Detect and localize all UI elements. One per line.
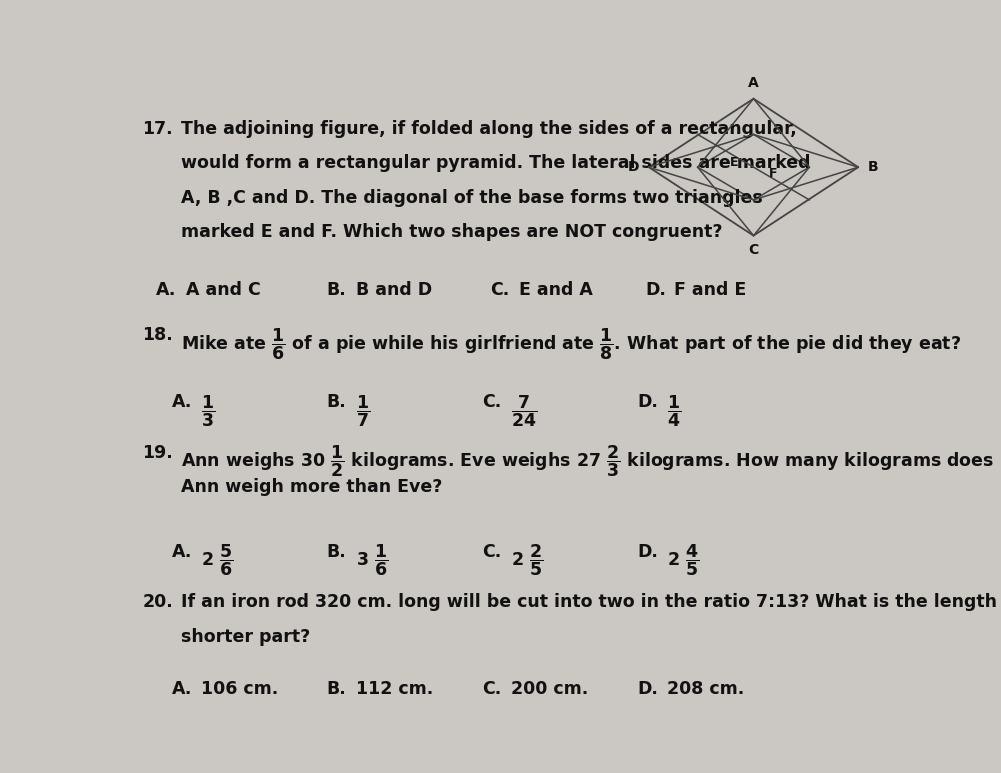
Text: A: A (748, 76, 759, 90)
Text: A.: A. (172, 543, 192, 560)
Text: 2 $\mathbf{\dfrac{4}{5}}$: 2 $\mathbf{\dfrac{4}{5}}$ (667, 543, 699, 578)
Text: F and E: F and E (675, 281, 747, 299)
Text: $\mathbf{\dfrac{1}{7}}$: $\mathbf{\dfrac{1}{7}}$ (356, 393, 370, 429)
Text: 20.: 20. (142, 594, 173, 611)
Polygon shape (649, 99, 858, 236)
Text: 17.: 17. (142, 120, 173, 138)
Text: B.: B. (326, 281, 346, 299)
Text: 112 cm.: 112 cm. (356, 680, 433, 698)
Text: B.: B. (326, 393, 346, 411)
Text: D.: D. (637, 393, 658, 411)
Text: C.: C. (482, 680, 502, 698)
Text: $\mathbf{\dfrac{7}{24}}$: $\mathbf{\dfrac{7}{24}}$ (512, 393, 538, 429)
Text: E: E (730, 156, 738, 169)
Text: 19.: 19. (142, 444, 173, 462)
Text: Mike ate $\mathbf{\dfrac{1}{6}}$ of a pie while his girlfriend ate $\mathbf{\dfr: Mike ate $\mathbf{\dfrac{1}{6}}$ of a pi… (181, 326, 961, 362)
Text: D.: D. (637, 543, 658, 560)
Text: 106 cm.: 106 cm. (201, 680, 278, 698)
Text: 2 $\mathbf{\dfrac{5}{6}}$: 2 $\mathbf{\dfrac{5}{6}}$ (201, 543, 233, 578)
Polygon shape (698, 135, 810, 200)
Text: D.: D. (645, 281, 666, 299)
Text: C.: C. (482, 393, 502, 411)
Text: Ann weigh more than Eve?: Ann weigh more than Eve? (181, 478, 442, 496)
Text: The adjoining figure, if folded along the sides of a rectangular,: The adjoining figure, if folded along th… (181, 120, 797, 138)
Text: D.: D. (637, 680, 658, 698)
Text: A, B ,C and D. The diagonal of the base forms two triangles: A, B ,C and D. The diagonal of the base … (181, 189, 763, 206)
Text: 18.: 18. (142, 326, 173, 344)
Text: A and C: A and C (185, 281, 260, 299)
Text: C.: C. (489, 281, 509, 299)
Text: A.: A. (172, 680, 192, 698)
Text: A.: A. (172, 393, 192, 411)
Text: shorter part?: shorter part? (181, 628, 310, 646)
Text: F: F (769, 167, 778, 179)
Text: B and D: B and D (356, 281, 432, 299)
Text: B.: B. (326, 543, 346, 560)
Text: B.: B. (326, 680, 346, 698)
Text: $\mathbf{\dfrac{1}{3}}$: $\mathbf{\dfrac{1}{3}}$ (201, 393, 215, 429)
Text: A.: A. (156, 281, 176, 299)
Text: would form a rectangular pyramid. The lateral sides are marked: would form a rectangular pyramid. The la… (181, 154, 811, 172)
Text: E and A: E and A (520, 281, 594, 299)
Text: C.: C. (482, 543, 502, 560)
Text: 200 cm.: 200 cm. (512, 680, 589, 698)
Text: marked E and F. Which two shapes are NOT congruent?: marked E and F. Which two shapes are NOT… (181, 223, 723, 241)
Text: B: B (868, 160, 878, 174)
Text: $\mathbf{\dfrac{1}{4}}$: $\mathbf{\dfrac{1}{4}}$ (667, 393, 681, 429)
Text: 208 cm.: 208 cm. (667, 680, 744, 698)
Text: C: C (749, 243, 759, 257)
Text: 2 $\mathbf{\dfrac{2}{5}}$: 2 $\mathbf{\dfrac{2}{5}}$ (512, 543, 544, 578)
Text: 3 $\mathbf{\dfrac{1}{6}}$: 3 $\mathbf{\dfrac{1}{6}}$ (356, 543, 388, 578)
Text: Ann weighs 30 $\mathbf{\dfrac{1}{2}}$ kilograms. Eve weighs 27 $\mathbf{\dfrac{2: Ann weighs 30 $\mathbf{\dfrac{1}{2}}$ ki… (181, 444, 994, 479)
Text: D: D (628, 160, 640, 174)
Text: If an iron rod 320 cm. long will be cut into two in the ratio 7:13? What is the : If an iron rod 320 cm. long will be cut … (181, 594, 1001, 611)
